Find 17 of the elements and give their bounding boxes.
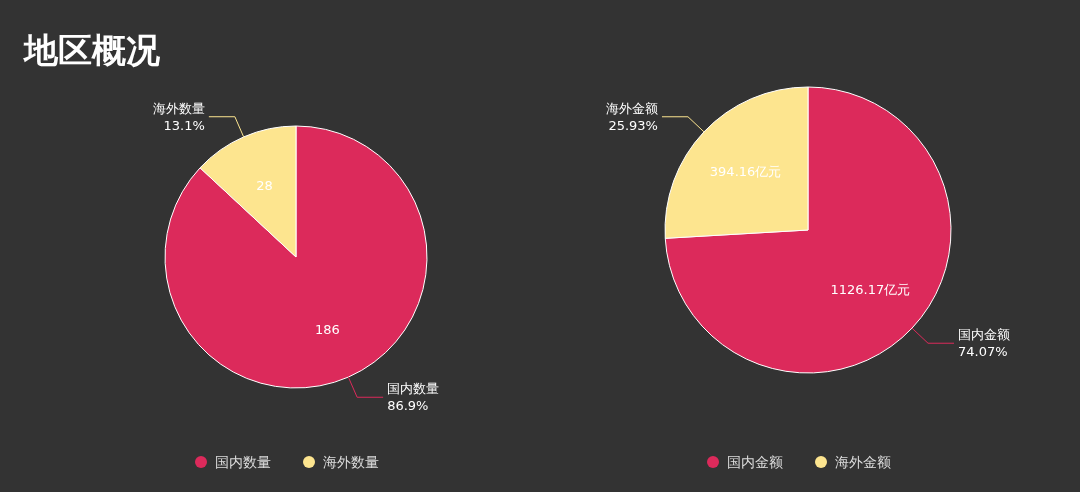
slice-label: 海外金额 — [605, 100, 658, 116]
data-label: 186 — [314, 322, 340, 338]
slice-label: 国内金额 — [958, 327, 1011, 343]
legend-label: 国内数量 — [215, 454, 271, 470]
chart-title: 地区概况 — [22, 30, 161, 70]
data-label: 394.16亿元 — [709, 164, 782, 180]
legend-label: 海外数量 — [323, 454, 379, 470]
legend-label: 海外金额 — [835, 454, 891, 470]
slice-label: 海外数量 — [152, 100, 205, 116]
data-label: 28 — [256, 177, 273, 193]
data-label: 1126.17亿元 — [830, 281, 911, 297]
text: 13.1% — [163, 117, 205, 133]
slice-label: 国内数量 — [387, 381, 440, 397]
text: 74.07% — [958, 344, 1008, 360]
text: 86.9% — [387, 398, 429, 414]
legend-label: 国内金额 — [727, 454, 783, 470]
text: 25.93% — [608, 117, 658, 133]
